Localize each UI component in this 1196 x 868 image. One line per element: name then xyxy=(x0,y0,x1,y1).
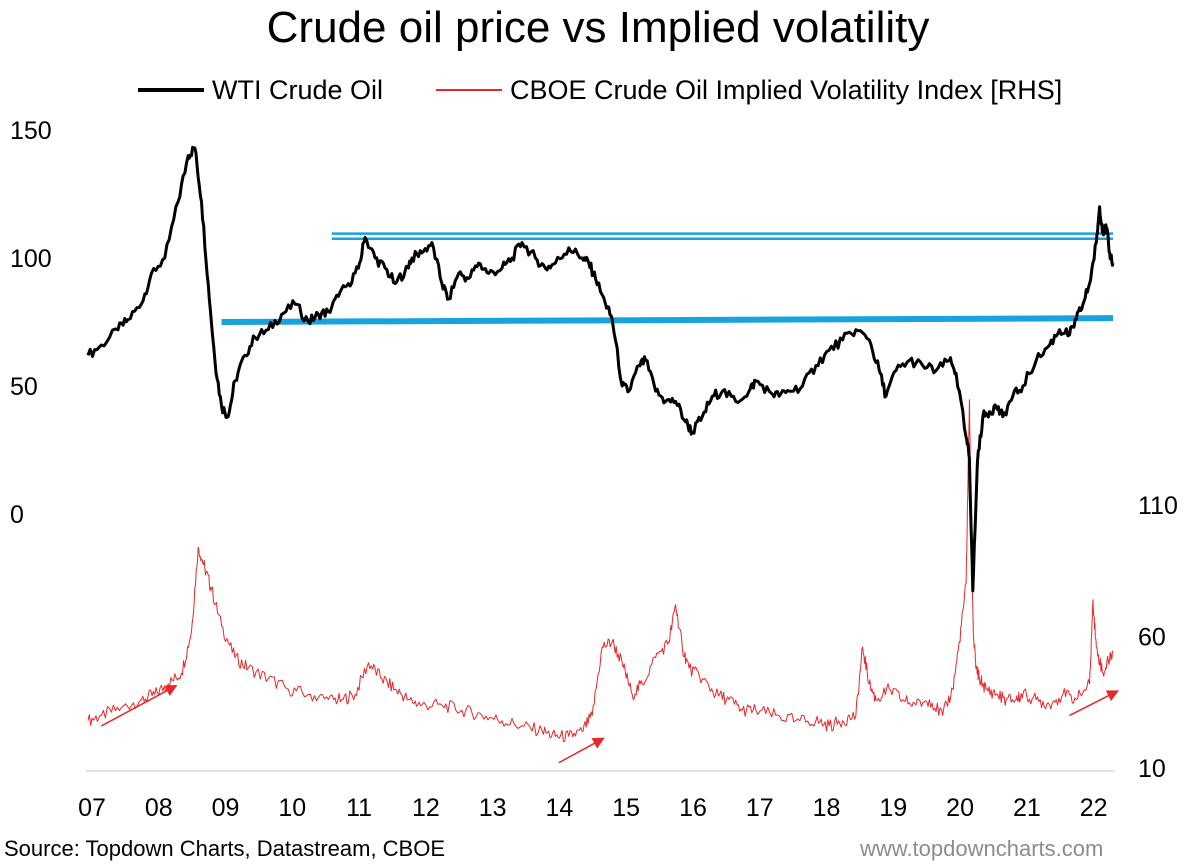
legend-label-volatility: CBOE Crude Oil Implied Volatility Index … xyxy=(510,74,1063,105)
x-tick-label-13: 13 xyxy=(479,794,507,822)
y-left-tick-label-50: 50 xyxy=(10,373,38,401)
annotation-arrow-1 xyxy=(101,685,178,727)
x-tick-label-22: 22 xyxy=(1080,794,1108,822)
legend-label-wti: WTI Crude Oil xyxy=(212,74,384,105)
x-tick-label-07: 07 xyxy=(78,794,106,822)
x-tick-label-18: 18 xyxy=(813,794,841,822)
legend-swatch-volatility xyxy=(436,89,502,91)
x-tick-label-15: 15 xyxy=(612,794,640,822)
x-tick-label-10: 10 xyxy=(278,794,306,822)
y-left-tick-label-0: 0 xyxy=(10,501,24,529)
x-tick-label-12: 12 xyxy=(412,794,440,822)
x-tick-label-09: 09 xyxy=(212,794,240,822)
annotation-arrow-3 xyxy=(1069,690,1120,717)
reference-line-3 xyxy=(221,315,1114,325)
chart-title: Crude oil price vs Implied volatility xyxy=(266,3,930,52)
legend: WTI Crude Oil CBOE Crude Oil Implied Vol… xyxy=(0,70,1196,110)
y-left-tick-label-100: 100 xyxy=(10,245,52,273)
website-watermark: www.topdowncharts.com xyxy=(860,836,1104,861)
x-tick-label-14: 14 xyxy=(546,794,574,822)
x-tick-label-16: 16 xyxy=(679,794,707,822)
y-right-tick-label-110: 110 xyxy=(1138,492,1178,520)
y-right-tick-label-60: 60 xyxy=(1138,624,1166,652)
x-tick-label-08: 08 xyxy=(145,794,173,822)
x-tick-label-11: 11 xyxy=(346,794,372,822)
y-right-tick-label-10: 10 xyxy=(1138,755,1166,783)
source-note: Source: Topdown Charts, Datastream, CBOE xyxy=(4,836,446,861)
x-tick-label-19: 19 xyxy=(879,794,907,822)
x-tick-label-17: 17 xyxy=(746,794,774,822)
legend-item-volatility: CBOE Crude Oil Implied Volatility Index … xyxy=(436,70,1062,110)
annotation-arrow-2 xyxy=(558,737,605,764)
legend-item-wti: WTI Crude Oil xyxy=(138,70,383,110)
legend-swatch-wti xyxy=(138,88,204,92)
y-left-tick-label-150: 150 xyxy=(10,117,52,145)
series-line-volatility xyxy=(87,399,1114,743)
x-tick-label-20: 20 xyxy=(946,794,974,822)
x-tick-label-21: 21 xyxy=(1013,794,1041,822)
series-line-wti xyxy=(86,145,1115,593)
